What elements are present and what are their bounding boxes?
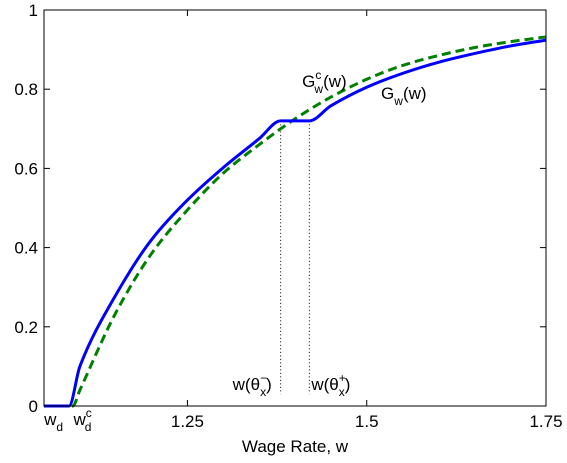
- axes-frame: [43, 9, 547, 407]
- annotation-theta-plus: w(θ+ x): [310, 371, 350, 399]
- annotation-subscript: w: [313, 82, 323, 96]
- x-tick-label: 1.25: [171, 412, 204, 431]
- annotation-subscript: w: [393, 94, 403, 108]
- x-tick-label: 1.5: [355, 412, 379, 431]
- x-tick-label: 1.75: [529, 412, 562, 431]
- annotations: Gc w(w)Gw(w)w(θ− x) w(θ+ x)wd wc d: [43, 68, 426, 434]
- annotation-wd: wd: [43, 410, 63, 434]
- annotation-base: w: [72, 410, 86, 429]
- annotation-theta-minus: w(θ− x): [232, 371, 272, 399]
- annotation-subscript: d: [56, 420, 63, 434]
- annotation-tail: ): [266, 375, 272, 394]
- annotation-base: w: [43, 410, 57, 429]
- reference-lines: [280, 120, 310, 395]
- series-lines: [44, 35, 547, 408]
- annotation-subscript: x: [339, 385, 345, 399]
- annotation-base: G: [302, 72, 315, 91]
- annotation-g: Gw(w): [381, 84, 427, 108]
- tick-labels: 1.25 1.5 1.75 0 0.2 0.4 0.6 0.8 1: [14, 1, 562, 431]
- annotation-base: w(θ: [232, 375, 260, 394]
- y-tick-label: 0.6: [14, 159, 38, 178]
- y-tick-label: 1: [29, 1, 38, 20]
- y-tick-label: 0.2: [14, 318, 38, 337]
- y-tick-label: 0.8: [14, 80, 38, 99]
- x-axis-label: Wage Rate, w: [242, 437, 349, 456]
- series-line-g: [44, 38, 547, 408]
- annotation-gc: Gc w(w): [302, 68, 347, 96]
- annotation-base: G: [381, 84, 394, 103]
- y-tick-label: 0.4: [14, 239, 38, 258]
- annotation-wdc: wc d: [72, 406, 91, 434]
- annotation-tail: ): [345, 375, 351, 394]
- annotation-superscript: +: [339, 371, 346, 385]
- annotation-superscript: c: [315, 68, 321, 82]
- annotation-superscript: −: [260, 371, 267, 385]
- annotation-subscript: x: [260, 385, 266, 399]
- annotation-superscript: c: [86, 406, 92, 420]
- annotation-subscript: d: [85, 420, 92, 434]
- annotation-tail: (w): [323, 72, 347, 91]
- annotation-base: w(θ: [310, 375, 338, 394]
- y-tick-label: 0: [29, 397, 38, 416]
- annotation-tail: (w): [403, 84, 427, 103]
